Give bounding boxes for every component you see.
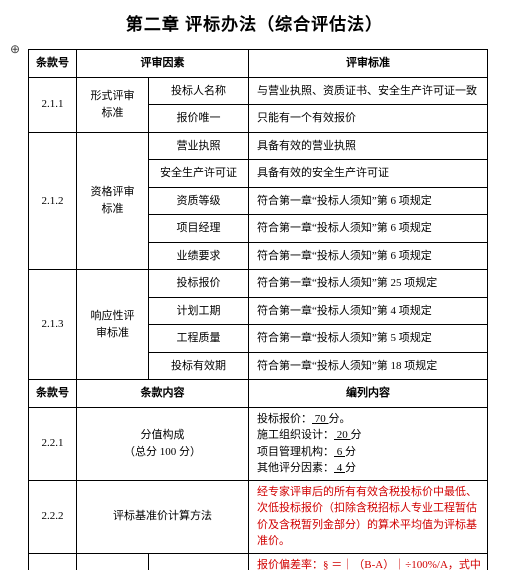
- clause-cell: 2.1.2: [29, 132, 77, 270]
- item-cell: 业绩要求: [149, 242, 249, 270]
- item-cell: 工程质量: [149, 325, 249, 353]
- table-row: 2.1.2 资格评审标准 营业执照 具备有效的营业执照: [29, 132, 488, 160]
- item-cell: 营业执照: [149, 132, 249, 160]
- hdr-clause: 条款号: [29, 50, 77, 78]
- anchor-icon: ⊕: [10, 42, 20, 57]
- item-cell: 资质等级: [149, 187, 249, 215]
- table-row: 2.1.1 形式评审标准 投标人名称 与营业执照、资质证书、安全生产许可证一致: [29, 77, 488, 105]
- std-cell: 符合第一章“投标人须知”第 4 项规定: [249, 297, 488, 325]
- table-header-row: 条款号 评审因素 评审标准: [29, 50, 488, 78]
- hdr-factor: 评审因素: [77, 50, 249, 78]
- hdr-content: 条款内容: [77, 380, 249, 408]
- factor-cell: 资格评审标准: [77, 132, 149, 270]
- clause-cell: 2.2.3: [29, 553, 77, 570]
- table-row: 2.2.1 分值构成（总分 100 分） 投标报价： 70 分。施工组织设计： …: [29, 407, 488, 480]
- factor-cell: 形式评审标准: [77, 77, 149, 132]
- std-cell: 与营业执照、资质证书、安全生产许可证一致: [249, 77, 488, 105]
- detail-cell: 投标报价： 70 分。施工组织设计： 20 分项目管理机构： 6 分其他评分因素…: [249, 407, 488, 480]
- std-cell: 符合第一章“投标人须知”第 18 项规定: [249, 352, 488, 380]
- std-cell: 具备有效的安全生产许可证: [249, 160, 488, 188]
- clause-cell: 2.1.1: [29, 77, 77, 132]
- content-cell: 投标报价: [77, 553, 149, 570]
- table-row: 2.2.2 评标基准价计算方法 经专家评审后的所有有效含税投标价中最低、次低投标…: [29, 480, 488, 553]
- table-row: 2.2.3 投标报价 投标报价的偏差率 报价偏差率：§ ＝｜（B-A）｜÷100…: [29, 553, 488, 570]
- table-row: 2.1.3 响应性评审标准 投标报价 符合第一章“投标人须知”第 25 项规定: [29, 270, 488, 298]
- evaluation-table: 条款号 评审因素 评审标准 2.1.1 形式评审标准 投标人名称 与营业执照、资…: [28, 49, 488, 570]
- content-cell: 分值构成（总分 100 分）: [77, 407, 249, 480]
- item-cell: 项目经理: [149, 215, 249, 243]
- factor-cell: 响应性评审标准: [77, 270, 149, 380]
- clause-cell: 2.2.2: [29, 480, 77, 553]
- content-cell: 评标基准价计算方法: [77, 480, 249, 553]
- page: 第二章 评标办法（综合评估法） ⊕ 条款号 评审因素 评审标准 2.1.1 形式…: [0, 0, 509, 570]
- page-title: 第二章 评标办法（综合评估法）: [0, 10, 509, 35]
- item-cell: 投标有效期: [149, 352, 249, 380]
- table-header-row: 条款号 条款内容 编列内容: [29, 380, 488, 408]
- std-cell: 具备有效的营业执照: [249, 132, 488, 160]
- std-cell: 符合第一章“投标人须知”第 25 项规定: [249, 270, 488, 298]
- std-cell: 符合第一章“投标人须知”第 6 项规定: [249, 242, 488, 270]
- detail-cell: 报价偏差率：§ ＝｜（B-A）｜÷100%/A，式中 B 为含税投标价（扣除招标…: [249, 553, 488, 570]
- content-cell: 投标报价的偏差率: [149, 553, 249, 570]
- item-cell: 安全生产许可证: [149, 160, 249, 188]
- detail-cell: 经专家评审后的所有有效含税投标价中最低、次低投标报价（扣除含税招标人专业工程暂估…: [249, 480, 488, 553]
- item-cell: 计划工期: [149, 297, 249, 325]
- clause-cell: 2.2.1: [29, 407, 77, 480]
- hdr-standard: 评审标准: [249, 50, 488, 78]
- std-cell: 符合第一章“投标人须知”第 6 项规定: [249, 187, 488, 215]
- item-cell: 投标报价: [149, 270, 249, 298]
- item-cell: 报价唯一: [149, 105, 249, 133]
- item-cell: 投标人名称: [149, 77, 249, 105]
- hdr-clause: 条款号: [29, 380, 77, 408]
- std-cell: 符合第一章“投标人须知”第 6 项规定: [249, 215, 488, 243]
- std-cell: 只能有一个有效报价: [249, 105, 488, 133]
- hdr-detail: 编列内容: [249, 380, 488, 408]
- std-cell: 符合第一章“投标人须知”第 5 项规定: [249, 325, 488, 353]
- clause-cell: 2.1.3: [29, 270, 77, 380]
